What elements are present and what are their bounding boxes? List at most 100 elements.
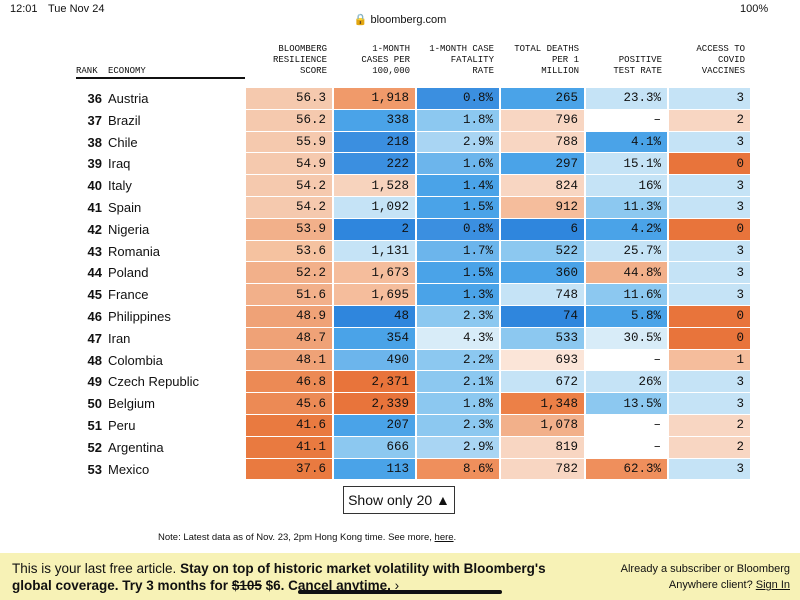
table-cell: 2.9% [417,131,499,153]
economy: Iraq [108,156,131,172]
table-cell: 11.3% [586,197,667,218]
table-cell: 4.1% [586,131,667,153]
table-cell: 26% [586,371,667,393]
rank: 47 [87,330,102,346]
status-date: Tue Nov 24 [48,3,105,15]
table-cell: – [586,349,667,371]
sign-in[interactable]: Sign In [755,579,790,591]
table-cell: 1.4% [417,175,499,196]
table-cell: 297 [501,153,584,175]
header-label: TOTAL DEATHS [514,44,579,54]
old-price: $105 [231,578,262,593]
table-cell: 2,371 [334,371,415,393]
header-label: TEST RATE [613,66,662,76]
table-cell: 1.8% [417,109,499,131]
economy: Nigeria [108,221,150,237]
table-cell: 3 [669,458,750,480]
economy: Romania [108,243,161,259]
table-cell: 1.5% [417,262,499,284]
table-cell: 55.9 [246,131,332,153]
table-cell: 1,695 [334,284,415,305]
note-link[interactable]: here [434,532,454,543]
rank: 39 [87,156,102,172]
rank: 53 [87,461,102,477]
table-cell: 788 [501,131,584,153]
table-cell: 54.2 [246,175,332,196]
table-cell: 0 [669,218,750,240]
table-cell: 51.6 [246,284,332,305]
economy: Philippines [108,309,171,324]
table-cell: 3 [669,284,750,305]
table-cell: 819 [501,436,584,458]
header-rank: RANK [76,66,98,76]
header-label: COVID [717,55,745,65]
table-cell: 44.8% [586,262,667,284]
table-cell: 1.7% [417,240,499,262]
rank: 41 [87,200,102,215]
economy: Colombia [108,352,163,368]
table-cell: 48.7 [246,327,332,349]
table-cell: 11.6% [586,284,667,305]
header-economy: ECONOMY [108,66,146,76]
table-cell: 53.9 [246,218,332,240]
header-label: CASES PER [361,55,410,65]
table-cell: 265 [501,88,584,109]
note-text: Note: Latest data as of Nov. 23, 2pm Hon… [158,532,435,543]
table-cell: 48.9 [246,306,332,327]
table-cell: 2 [334,218,415,240]
table-cell: 3 [669,88,750,109]
table-cell: 53.6 [246,240,332,262]
table-cell: 796 [501,109,584,131]
header-label: 100,000 [372,66,410,76]
table-cell: 23.3% [586,88,667,109]
table-cell: 1,131 [334,240,415,262]
table-cell: 3 [669,240,750,262]
new-price[interactable]: $6. Cancel anytime. [261,578,391,593]
home-indicator [298,590,502,594]
table-cell: 48.1 [246,349,332,371]
rank: 52 [87,439,102,455]
table-cell: 2,339 [334,393,415,414]
economy: Brazil [108,112,141,128]
rank: 37 [87,112,102,128]
header-label: FATALITY [450,55,494,65]
table-cell: 672 [501,371,584,393]
table-cell: 1 [669,349,750,371]
table-cell: 533 [501,327,584,349]
header-label: 1-MONTH CASE [429,44,494,54]
table-cell: 8.6% [417,458,499,480]
header-label: VACCINES [701,66,745,76]
table-cell: 3 [669,131,750,153]
table-cell: 2.3% [417,306,499,327]
header-label: 1-MONTH [372,44,410,54]
table-cell: 3 [669,197,750,218]
table-cell: 666 [334,436,415,458]
header-label: SCORE [299,66,327,76]
rank: 45 [87,287,102,303]
table-cell: 1,078 [501,415,584,436]
table-cell: 25.7% [586,240,667,262]
table-cell: 1,092 [334,197,415,218]
table-cell: 1.3% [417,284,499,305]
table-cell: 1,528 [334,175,415,196]
table-cell: 41.1 [246,436,332,458]
economy: Iran [108,330,131,346]
table-cell: 16% [586,175,667,196]
table-cell: 207 [334,415,415,436]
table-cell: 56.2 [246,109,332,131]
header-label: PER 1 [551,55,579,65]
table-cell: – [586,109,667,131]
rank: 46 [87,309,102,324]
show-button[interactable]: Show only 20 ▲ [343,486,455,514]
rank: 49 [87,374,102,390]
url: bloomberg.com [370,14,447,26]
table-cell: 2 [669,415,750,436]
table-cell: 2 [669,436,750,458]
table-cell: 5.8% [586,306,667,327]
economy: Belgium [108,396,155,412]
table-cell: 46.8 [246,371,332,393]
battery: 100% [740,3,769,15]
table-cell: 3 [669,393,750,414]
table-cell: – [586,436,667,458]
